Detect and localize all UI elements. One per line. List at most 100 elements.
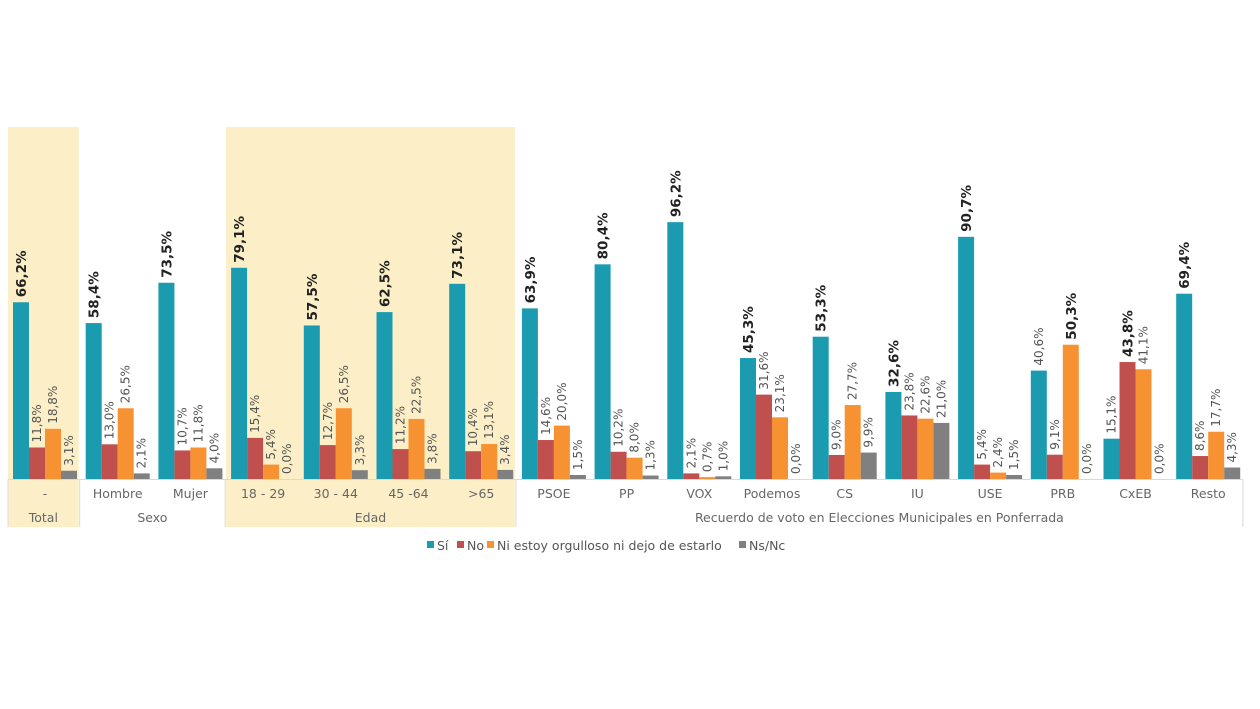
data-label: 0,0% [1153,444,1167,475]
data-label: 40,6% [1032,327,1046,365]
category-label: VOX [686,486,712,501]
data-label: 22,6% [918,376,932,414]
group-label: Recuerdo de voto en Elecciones Municipal… [695,510,1064,525]
bar-ni-estoy-orgulloso-ni-dejo-de-estarlo [335,408,352,479]
bar-ns-nc [715,476,732,479]
bar-s [885,391,902,479]
category-label: Hombre [93,486,143,501]
category-label: >65 [468,486,494,501]
bar-s [812,336,829,479]
data-label: 90,7% [959,185,975,232]
bar-s [521,308,538,479]
data-label: 3,8% [426,433,440,464]
data-label: 31,6% [757,352,771,390]
data-label: 18,8% [46,386,60,424]
bar-no [392,449,409,479]
bar-no [756,394,772,479]
bar-ni-estoy-orgulloso-ni-dejo-de-estarlo [990,472,1007,479]
data-label: 10,2% [612,409,626,447]
category-label: - [43,486,48,501]
data-label: 96,2% [668,170,684,217]
category-label: Resto [1191,486,1226,501]
data-label: 23,1% [773,374,787,412]
data-label: 9,1% [1048,419,1062,450]
data-label: 4,0% [207,433,221,464]
data-label: 50,3% [1064,292,1080,339]
bar-s [449,283,466,479]
category-label: Podemos [744,486,801,501]
bar-no [974,464,991,479]
category-label: 30 - 44 [314,486,358,501]
data-label: 0,0% [280,444,294,475]
bar-ni-estoy-orgulloso-ni-dejo-de-estarlo [626,457,643,479]
data-label: 3,1% [62,435,76,466]
bar-ns-nc [569,474,586,479]
bar-no [610,451,627,479]
data-label: 3,4% [498,434,512,465]
data-label: 53,3% [814,284,830,331]
legend-item: Ns/Nc [749,538,785,553]
data-label: 8,6% [1193,421,1207,452]
bar-ns-nc [1006,474,1023,479]
category-label: 45 -64 [388,486,428,501]
group-label: Sexo [137,510,167,525]
bar-s [376,312,393,479]
data-label: 80,4% [596,212,612,259]
data-label: 23,8% [902,372,916,410]
bar-ni-estoy-orgulloso-ni-dejo-de-estarlo [190,447,207,479]
data-label: 62,5% [378,260,394,307]
legend-swatch [457,541,464,548]
bar-no [1119,362,1136,479]
bar-ni-estoy-orgulloso-ni-dejo-de-estarlo [772,417,788,479]
legend-item: Ni estoy orgulloso ni dejo de estarlo [497,538,722,553]
bar-ni-estoy-orgulloso-ni-dejo-de-estarlo [481,444,498,479]
category-label: PRB [1050,486,1075,501]
bar-ni-estoy-orgulloso-ni-dejo-de-estarlo [844,405,861,479]
bar-ni-estoy-orgulloso-ni-dejo-de-estarlo [408,418,425,479]
bar-ni-estoy-orgulloso-ni-dejo-de-estarlo [917,418,934,479]
bar-ni-estoy-orgulloso-ni-dejo-de-estarlo [263,464,280,479]
bar-no [29,447,45,479]
data-label: 41,1% [1137,326,1151,364]
bar-s [1030,370,1047,479]
bar-no [101,444,118,479]
legend-item: Sí [437,538,449,553]
data-label: 63,9% [523,256,539,303]
bar-no [1046,454,1063,479]
data-label: 26,5% [119,365,133,403]
bar-ns-nc [1224,467,1241,479]
bar-s [303,325,320,479]
data-label: 1,5% [571,439,585,470]
data-label: 58,4% [87,271,103,318]
data-label: 2,1% [684,438,698,469]
data-label: 26,5% [337,365,351,403]
data-label: 11,8% [191,404,205,442]
data-label: 27,7% [846,362,860,400]
bar-ns-nc [860,452,877,479]
data-label: 11,8% [30,404,44,442]
data-label: 73,5% [159,230,175,277]
bar-no [465,451,482,479]
bar-ni-estoy-orgulloso-ni-dejo-de-estarlo [45,428,61,479]
data-label: 57,5% [305,273,321,320]
category-label: USE [978,486,1003,501]
data-label: 13,1% [482,401,496,439]
data-label: 32,6% [886,340,902,387]
data-label: 43,8% [1121,310,1137,357]
category-label: CxEB [1119,486,1152,501]
bar-no [174,450,191,479]
group-label: Total [28,510,58,525]
bar-ns-nc [933,422,950,479]
bar-s [958,236,975,479]
data-label: 73,1% [450,232,466,279]
bar-no [537,440,554,479]
data-label: 17,7% [1209,389,1223,427]
bar-s [1103,438,1120,479]
bar-ns-nc [351,470,368,479]
data-label: 1,3% [644,440,658,471]
data-label: 2,4% [991,437,1005,468]
data-label: 12,7% [321,402,335,440]
legend-swatch [427,541,434,548]
bar-s [667,222,684,479]
data-label: 10,4% [466,408,480,446]
